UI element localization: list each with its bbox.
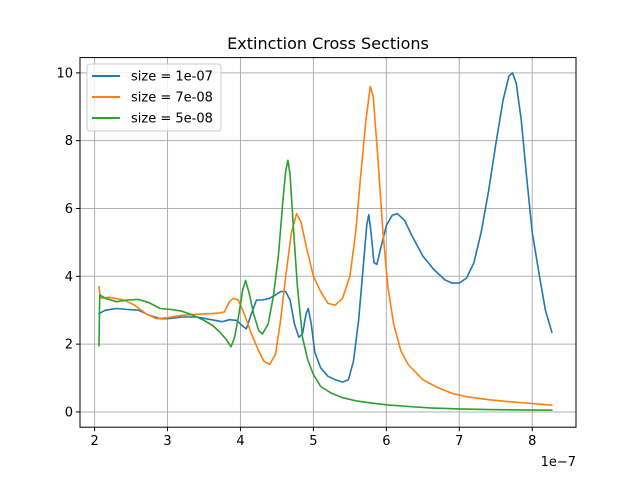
legend-label: size = 1e-07: [131, 70, 213, 85]
y-tick-label: 4: [65, 270, 73, 285]
axis-ticks: 2 3 4 5 6 7 8 0 2 4 6 8 10: [56, 66, 536, 449]
x-tick-label: 6: [382, 434, 390, 449]
y-tick-label: 0: [65, 405, 73, 420]
plot-frame: [79, 57, 577, 428]
series-line-3: [98, 159, 553, 411]
legend-box: [86, 63, 222, 132]
y-tick-label: 8: [65, 134, 73, 149]
x-tick-label: 2: [90, 434, 98, 449]
y-tick-label: 2: [65, 338, 73, 353]
series-line-2: [98, 85, 553, 406]
y-tick-label: 10: [56, 66, 73, 81]
legend-label: size = 7e-08: [131, 91, 213, 106]
legend-label: size = 5e-08: [131, 112, 213, 127]
x-tick-label: 8: [528, 434, 536, 449]
x-axis-offset-label: 1e−7: [541, 455, 576, 470]
chart-title: Extinction Cross Sections: [227, 34, 429, 53]
series-line-1: [98, 72, 553, 383]
legend: size = 1e-07 size = 7e-08 size = 5e-08: [86, 63, 222, 132]
x-tick-label: 7: [455, 434, 463, 449]
series-lines: [98, 72, 553, 411]
x-tick-label: 5: [309, 434, 317, 449]
y-tick-label: 6: [65, 202, 73, 217]
grid: [80, 57, 576, 428]
x-tick-label: 4: [236, 434, 244, 449]
x-tick-label: 3: [163, 434, 171, 449]
